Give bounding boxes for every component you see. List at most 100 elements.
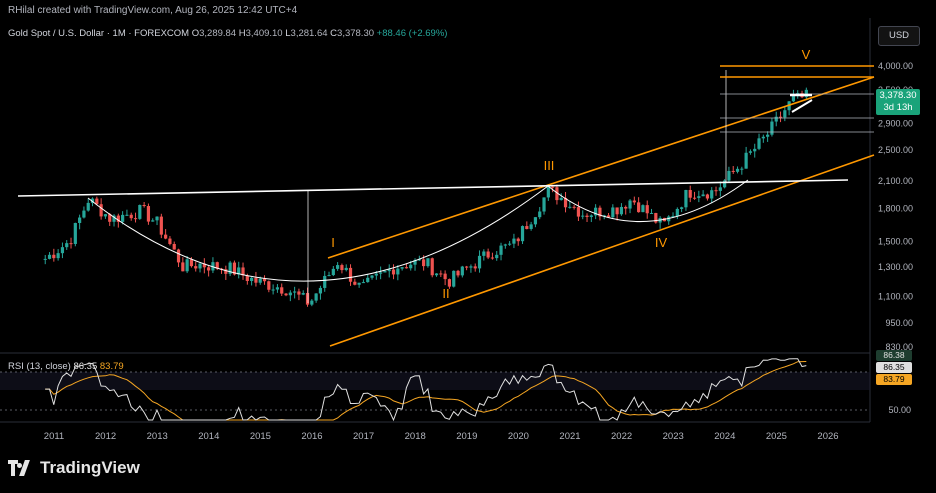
candle-body <box>508 243 512 245</box>
close-value: 3,378.30 <box>337 28 375 39</box>
cup-arc-right <box>547 179 749 222</box>
candle-body <box>151 220 155 222</box>
rsi-line <box>45 358 807 422</box>
candle-body <box>241 267 245 276</box>
chart-grid <box>0 18 871 423</box>
candle-body <box>559 197 563 201</box>
candle-body <box>357 282 361 285</box>
wave-arrow <box>791 99 813 113</box>
candle-body <box>305 293 310 305</box>
candle-body <box>78 217 82 223</box>
candle-body <box>456 270 460 276</box>
candle-body <box>413 260 417 265</box>
candle-body <box>142 205 146 207</box>
candle-body <box>133 218 138 220</box>
candle-body <box>778 116 783 118</box>
candle-body <box>202 263 206 268</box>
price-axis-label: 4,000.00 <box>878 61 913 71</box>
candle-body <box>598 207 602 217</box>
candle-body <box>757 138 761 149</box>
candle-body <box>69 243 73 245</box>
price-axis-label: 2,900.00 <box>878 118 913 128</box>
candle-body <box>568 206 572 208</box>
channel-upper-line <box>327 76 875 259</box>
candle-body <box>90 198 95 203</box>
candle-body <box>563 197 568 208</box>
candle-body <box>589 215 593 217</box>
rsi-ma-value: 83.79 <box>99 361 124 372</box>
candle-body <box>73 222 77 244</box>
wave-label: II <box>442 286 449 301</box>
open-value: 3,289.84 <box>199 28 237 39</box>
candle-body <box>185 259 189 272</box>
candle-body <box>43 258 47 260</box>
candle-body <box>477 255 482 269</box>
price-axis-label: 1,300.00 <box>878 262 913 272</box>
candle-body <box>783 110 787 118</box>
candle-body <box>499 245 503 255</box>
time-axis-label: 2024 <box>714 431 735 442</box>
candle-body <box>314 293 318 301</box>
candle-body <box>473 266 477 269</box>
candle-body <box>284 293 288 296</box>
time-axis-label: 2017 <box>353 431 374 442</box>
candle-body <box>65 243 69 248</box>
time-axis-label: 2015 <box>250 431 271 442</box>
candle-body <box>447 279 452 287</box>
price-axis: 4,000.003,500.002,900.002,500.002,100.00… <box>878 61 913 352</box>
candle-body <box>671 216 675 218</box>
candle-body <box>645 205 649 214</box>
candle-body <box>512 238 516 244</box>
candle-body <box>366 277 370 283</box>
candle-body <box>529 224 533 229</box>
candle-body <box>409 264 413 269</box>
candle-body <box>181 262 185 272</box>
candle-body <box>228 262 232 274</box>
candle-body <box>701 194 705 197</box>
candle-body <box>731 170 735 172</box>
candle-body <box>155 216 159 221</box>
rsi-value: 86.35 <box>73 361 98 372</box>
currency-button[interactable]: USD <box>878 26 920 46</box>
candle-body <box>705 194 710 199</box>
candle-body <box>353 281 357 285</box>
time-axis: 2011 2012 2013 2014 2015 2016 2017 2018 2019 2020… <box>44 431 839 442</box>
wave-label: III <box>544 158 555 173</box>
brand-name: TradingView <box>40 458 140 477</box>
candle-body <box>422 259 426 267</box>
rsi-band <box>0 372 870 390</box>
candle-body <box>121 214 125 222</box>
candle-body <box>138 205 142 219</box>
wave-label: V <box>802 47 811 62</box>
candle-body <box>224 269 228 274</box>
candle-body <box>688 189 692 198</box>
candle-body <box>551 186 555 188</box>
candle-body <box>207 267 211 271</box>
time-axis-label: 2012 <box>95 431 116 442</box>
candle-body <box>146 206 151 222</box>
time-axis-label: 2016 <box>301 431 322 442</box>
candle-body <box>293 291 297 293</box>
candle-body <box>606 215 611 218</box>
rsi-axis-tag <box>876 374 912 385</box>
time-axis-label: 2014 <box>198 431 219 442</box>
candle-body <box>542 197 546 212</box>
candle-body <box>525 226 529 229</box>
candle-body <box>680 207 684 209</box>
candle-body <box>624 206 628 209</box>
candle-body <box>538 211 542 218</box>
candles <box>43 87 808 307</box>
candle-body <box>164 234 168 239</box>
rsi-axis-tag-label: 83.79 <box>883 374 905 384</box>
candle-body <box>774 116 778 122</box>
tradingview-logo[interactable]: TradingView <box>8 458 140 478</box>
candle-body <box>379 272 383 274</box>
candle-body <box>611 207 615 218</box>
candle-body <box>748 151 753 153</box>
candle-body <box>340 265 344 271</box>
candle-body <box>465 266 469 268</box>
candle-body <box>56 253 60 259</box>
candle-body <box>262 278 267 282</box>
